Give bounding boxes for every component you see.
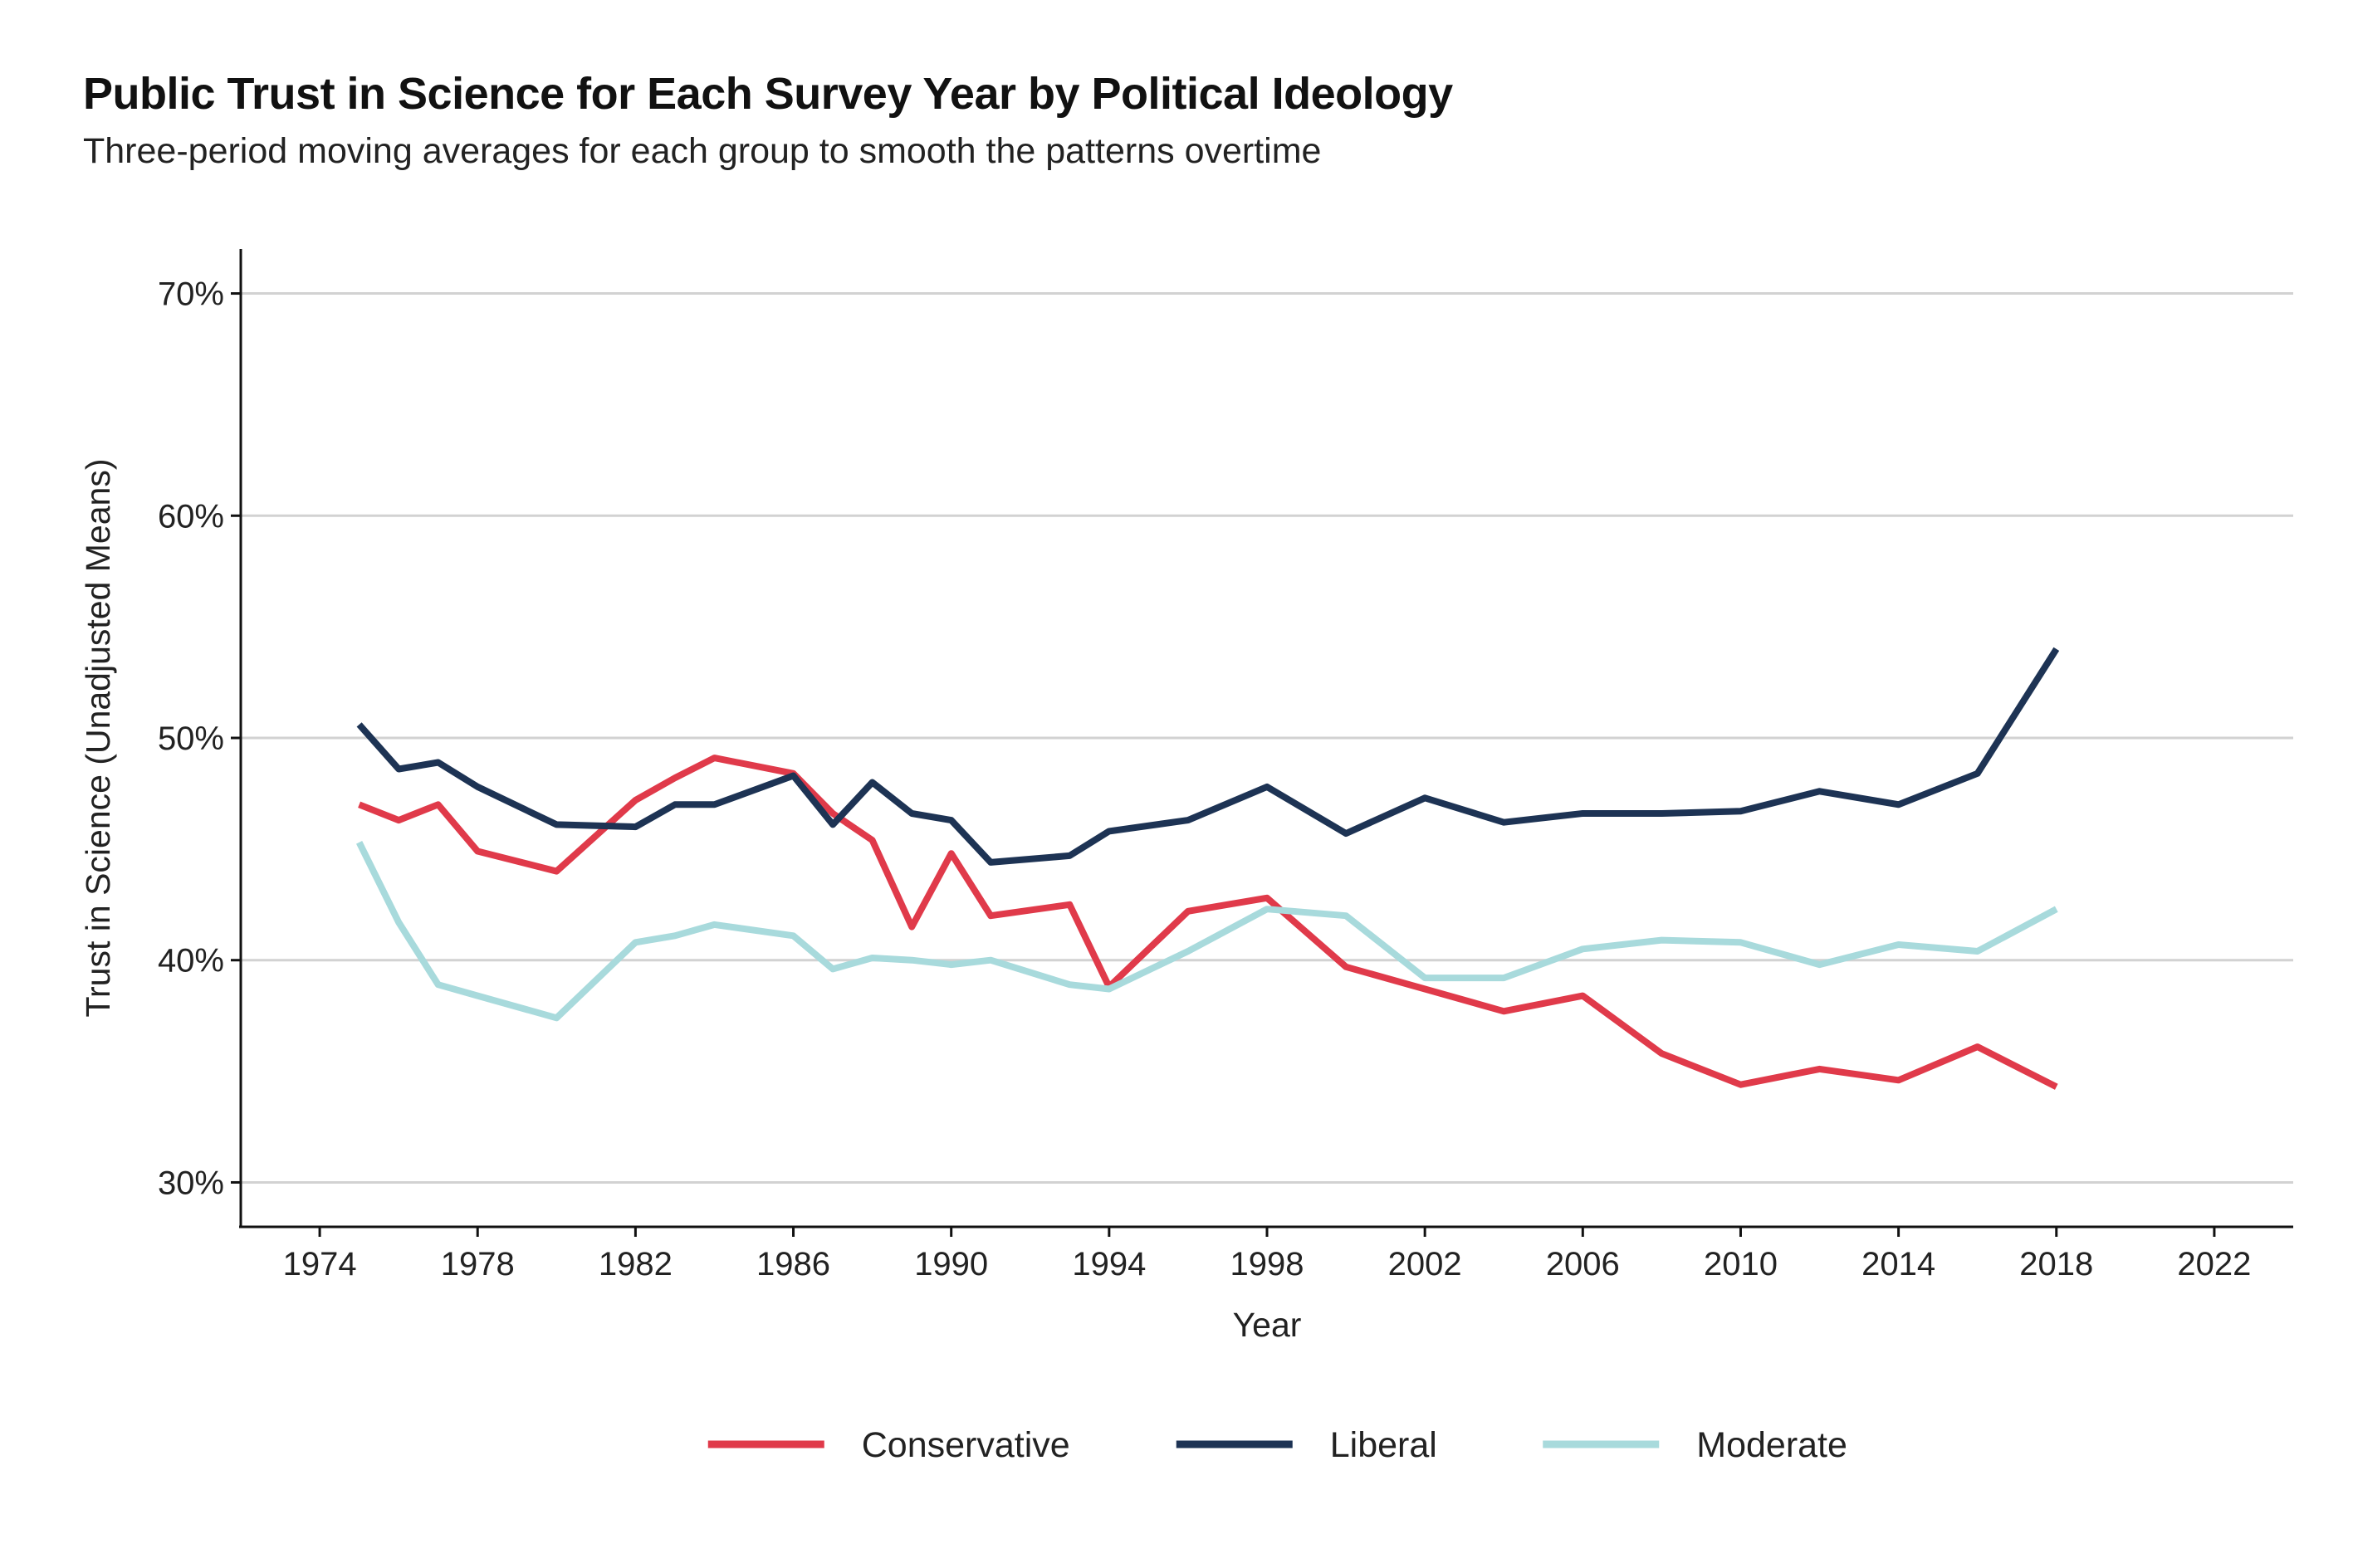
x-tick-label: 2002 [1388,1246,1462,1282]
y-tick-label: 40% [158,943,224,979]
legend-item-liberal: Liberal [1176,1425,1437,1465]
y-tick-label: 60% [158,498,224,535]
legend-label: Moderate [1696,1425,1847,1465]
legend-label: Conservative [862,1425,1070,1465]
y-axis-title: Trust in Science (Unadjusted Means) [79,459,117,1018]
x-tick-label: 1994 [1072,1246,1146,1282]
y-tick-label: 70% [158,276,224,313]
series-line-conservative [358,755,2058,1090]
series-line-liberal [356,647,2060,866]
chart-title: Public Trust in Science for Each Survey … [83,69,1453,119]
legend-item-moderate: Moderate [1543,1425,1847,1465]
chart-subtitle: Three-period moving averages for each gr… [83,131,1322,171]
legend: Conservative Liberal Moderate [707,1425,1847,1465]
x-axis-ticks: 1974 1978 1982 1986 1990 1994 1998 2002 2006 2010… [283,1227,2251,1282]
x-tick-label: 2018 [2019,1246,2093,1282]
series-lines [356,647,2060,1090]
y-axis-ticks: 30% 40% 50% 60% 70% [158,276,241,1201]
x-tick-label: 1990 [914,1246,988,1282]
y-tick-label: 50% [158,720,224,757]
x-tick-label: 1978 [441,1246,515,1282]
legend-label: Liberal [1330,1425,1437,1465]
x-tick-label: 2010 [1704,1246,1778,1282]
y-tick-label: 30% [158,1165,224,1201]
x-tick-label: 1974 [283,1246,357,1282]
x-tick-label: 2014 [1861,1246,1935,1282]
x-tick-label: 2006 [1546,1246,1620,1282]
x-tick-label: 1998 [1230,1246,1304,1282]
series-line-moderate [356,841,2058,1022]
x-tick-label: 1982 [599,1246,673,1282]
x-tick-label: 2022 [2177,1246,2251,1282]
x-axis-title: Year [1233,1306,1302,1344]
gridlines [241,292,2293,1184]
x-tick-label: 1986 [756,1246,830,1282]
legend-item-conservative: Conservative [707,1425,1070,1465]
